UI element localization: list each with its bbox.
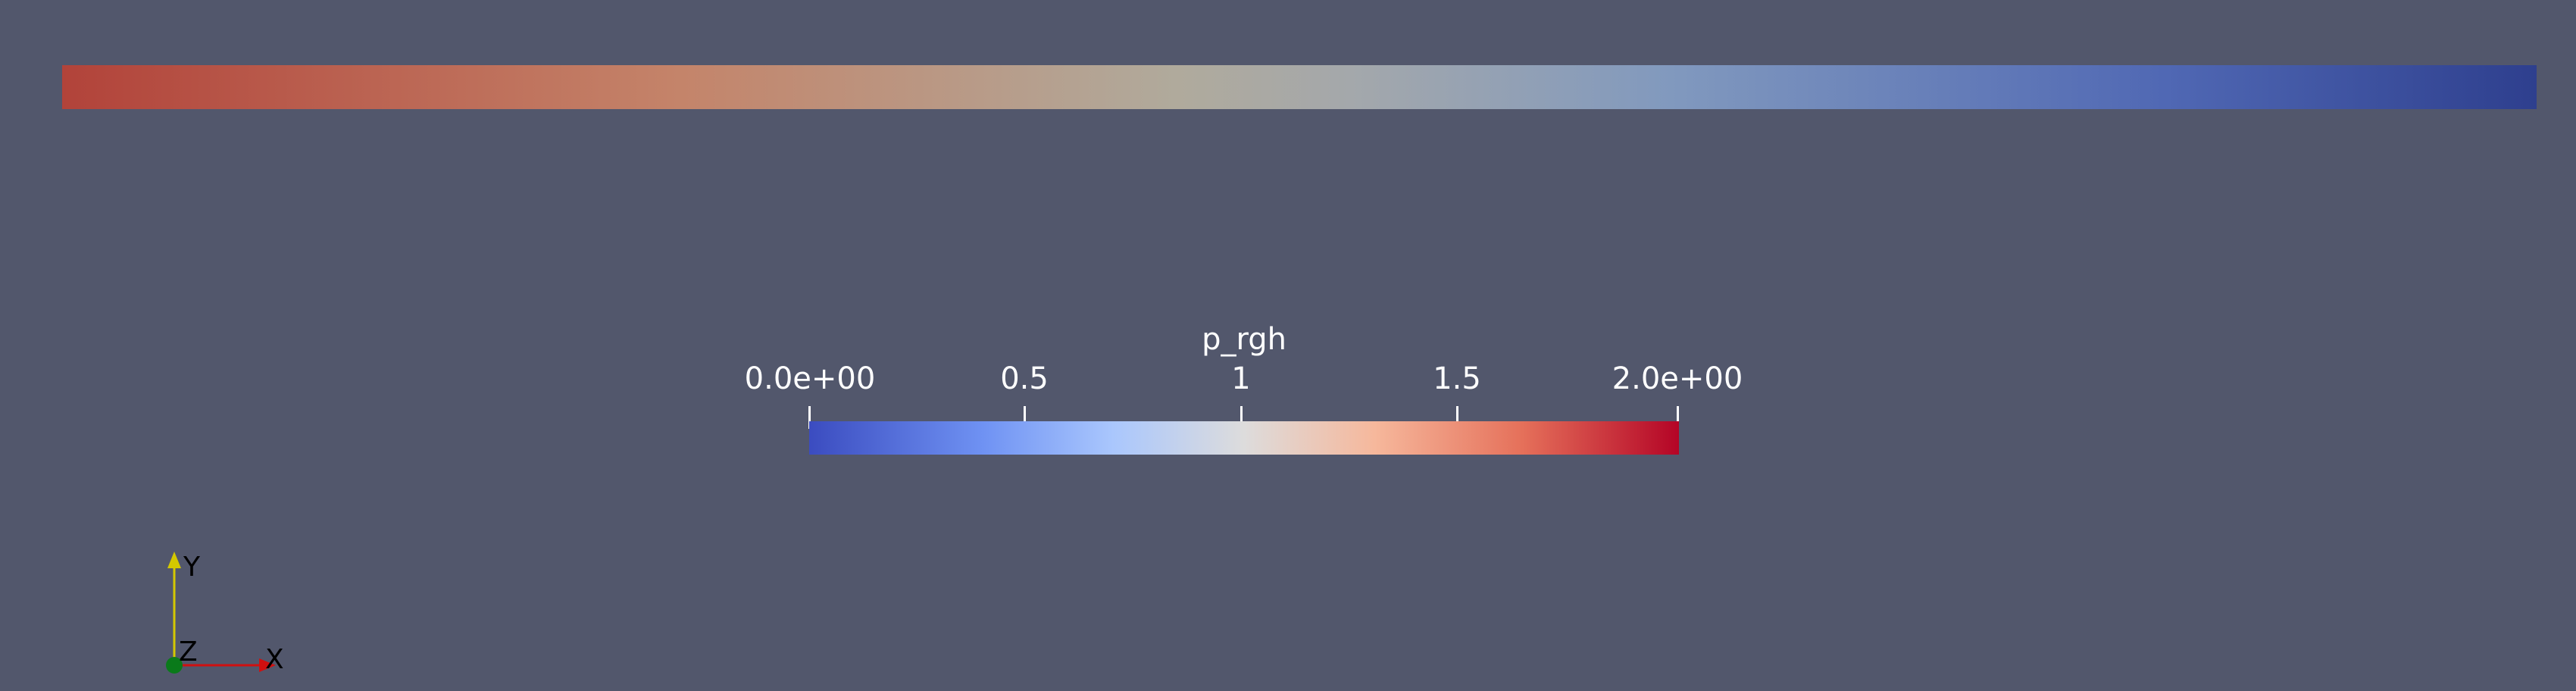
legend-tick-mark-0-5 — [1024, 406, 1026, 429]
x-axis-label: X — [265, 644, 284, 675]
y-axis-label: Y — [183, 552, 201, 583]
legend-tick-label-max: 2.0e+00 — [1612, 361, 1743, 396]
legend-tick-label-0-5: 0.5 — [1000, 361, 1049, 396]
legend-tick-mark-1 — [1240, 406, 1243, 429]
orientation-axes: Y Z X — [166, 552, 284, 675]
legend-tick-mark-max — [1677, 406, 1679, 429]
legend-tick-label-1: 1 — [1231, 361, 1251, 396]
y-axis-arrow-icon — [167, 552, 181, 568]
z-axis-origin-icon — [166, 657, 183, 674]
z-axis-label: Z — [179, 636, 198, 668]
scalar-field-bar — [62, 65, 2537, 109]
legend-tick-mark-1-5 — [1456, 406, 1458, 429]
x-axis-arrow-icon — [259, 658, 276, 672]
legend-tick-label-1-5: 1.5 — [1433, 361, 1481, 396]
legend-tick-mark-min — [808, 406, 811, 429]
legend-tick-label-min: 0.0e+00 — [744, 361, 876, 396]
colormap-bar — [809, 421, 1679, 455]
legend-title: p_rgh — [1202, 322, 1286, 357]
